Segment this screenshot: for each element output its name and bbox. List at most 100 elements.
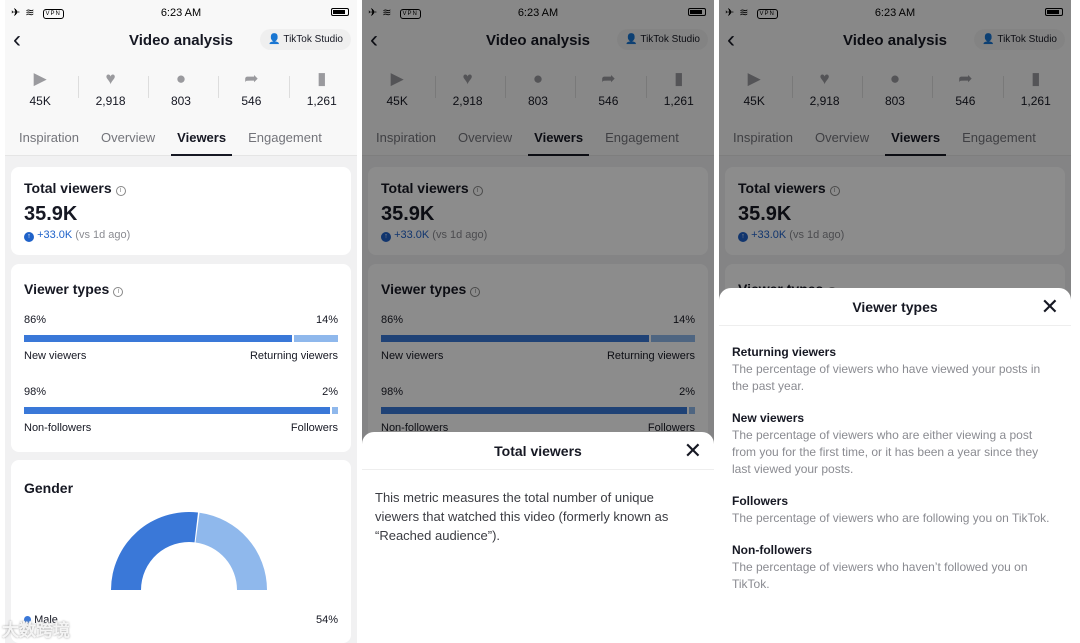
close-icon[interactable]: ✕ bbox=[683, 438, 702, 463]
play-icon: ▶ bbox=[747, 69, 761, 88]
new-returning-pct: 86% 14% bbox=[381, 314, 695, 326]
delta-value: +33.0K bbox=[37, 229, 73, 241]
page-title: Video analysis bbox=[843, 32, 947, 49]
heart-icon: ♥ bbox=[105, 69, 116, 88]
info-icon[interactable]: i bbox=[115, 186, 126, 196]
sheet-header: Viewer types ✕ bbox=[719, 288, 1071, 326]
vpn-badge: VPN bbox=[399, 9, 421, 19]
tab-inspiration[interactable]: Inspiration bbox=[376, 130, 436, 145]
non-followers-pct: 98% bbox=[381, 386, 404, 398]
stats-row: ▶ 45K ♥ 2,918 ● 803 ➦ 546 ▮ 1,261 bbox=[362, 58, 714, 120]
tab-viewers[interactable]: Viewers bbox=[528, 120, 590, 156]
info-icon[interactable]: i bbox=[113, 287, 124, 297]
arrow-up-icon: ↑ bbox=[381, 232, 391, 242]
sheet-title: Viewer types bbox=[852, 299, 938, 315]
gender-card: Gender Male 54% bbox=[11, 460, 351, 643]
tiktok-studio-button[interactable]: 👤 TikTok Studio bbox=[974, 29, 1065, 50]
total-viewers-card: Total viewers i 35.9K ↑ +33.0K (vs 1d ago… bbox=[725, 167, 1065, 255]
stat-value: 1,261 bbox=[1020, 94, 1051, 108]
viewer-types-title: Viewer types bbox=[24, 281, 110, 297]
bookmark-icon: ▮ bbox=[1031, 69, 1041, 88]
total-viewers-sheet: Total viewers ✕ This metric measures the … bbox=[362, 432, 714, 643]
close-icon[interactable]: ✕ bbox=[1040, 294, 1059, 319]
page-title: Video analysis bbox=[486, 32, 590, 49]
total-viewers-value: 35.9K bbox=[381, 203, 435, 225]
stat-comments: ● 803 bbox=[147, 64, 214, 120]
delta-value: +33.0K bbox=[394, 229, 430, 241]
info-icon[interactable]: i bbox=[829, 186, 840, 196]
stat-value: 45K bbox=[386, 94, 408, 108]
returning-viewers-pct: 14% bbox=[672, 314, 695, 326]
tab-engagement[interactable]: Engagement bbox=[248, 130, 322, 145]
follower-bar bbox=[381, 407, 695, 414]
page-title: Video analysis bbox=[129, 32, 233, 49]
vpn-badge: VPN bbox=[756, 9, 778, 19]
stat-value: 45K bbox=[29, 94, 51, 108]
play-icon: ▶ bbox=[390, 69, 404, 88]
tab-bar: Inspiration Overview Viewers Engagement bbox=[719, 120, 1071, 156]
male-pct: 54% bbox=[315, 614, 338, 626]
stat-shares: ➦ 546 bbox=[575, 64, 641, 120]
stat-saves: ▮ 1,261 bbox=[288, 64, 355, 120]
stat-value: 1,261 bbox=[663, 94, 694, 108]
delta-value: +33.0K bbox=[751, 229, 787, 241]
sheet-header: Total viewers ✕ bbox=[362, 432, 714, 470]
info-icon[interactable]: i bbox=[472, 186, 483, 196]
tiktok-studio-button[interactable]: 👤 TikTok Studio bbox=[617, 29, 708, 50]
stat-views: ▶ 45K bbox=[721, 64, 787, 120]
stat-likes: ♥ 2,918 bbox=[434, 64, 501, 120]
follower-pct: 98% 2% bbox=[381, 386, 695, 398]
stat-comments: ● 803 bbox=[504, 64, 571, 120]
tab-engagement[interactable]: Engagement bbox=[605, 130, 679, 145]
status-bar: ✈ ≋ VPN 6:23 AM bbox=[719, 0, 1071, 24]
total-viewers-heading: Total viewers i bbox=[381, 180, 483, 196]
tab-inspiration[interactable]: Inspiration bbox=[19, 130, 79, 145]
returning-viewers-label: Returning viewers bbox=[249, 350, 338, 362]
stat-value: 2,918 bbox=[95, 94, 126, 108]
tab-inspiration[interactable]: Inspiration bbox=[733, 130, 793, 145]
viewer-types-title: Viewer types bbox=[381, 281, 467, 297]
non-followers-fill bbox=[24, 407, 330, 414]
back-arrow-icon[interactable]: ‹ bbox=[13, 26, 21, 53]
status-time: 6:23 AM bbox=[874, 7, 916, 19]
definition-term: Returning viewers bbox=[732, 345, 837, 359]
comment-icon: ● bbox=[532, 69, 544, 88]
info-icon[interactable]: i bbox=[470, 287, 481, 297]
tab-overview[interactable]: Overview bbox=[814, 130, 870, 145]
delta-comparison: (vs 1d ago) bbox=[75, 229, 131, 241]
nav-bar: ‹ Video analysis 👤 TikTok Studio bbox=[719, 24, 1071, 58]
back-arrow-icon[interactable]: ‹ bbox=[370, 26, 378, 53]
non-followers-fill bbox=[381, 407, 687, 414]
viewer-types-sheet: Viewer types ✕ Returning viewers The perce… bbox=[719, 288, 1071, 643]
tab-viewers[interactable]: Viewers bbox=[885, 120, 947, 156]
tab-overview[interactable]: Overview bbox=[457, 130, 513, 145]
new-returning-bar bbox=[381, 335, 695, 342]
male-arc bbox=[111, 512, 199, 590]
tab-engagement[interactable]: Engagement bbox=[962, 130, 1036, 145]
screen-viewers-tab: ✈ ≋ VPN 6:23 AM ‹ Video analysis 👤 TikTo… bbox=[5, 0, 357, 643]
returning-viewers-pct: 14% bbox=[315, 314, 338, 326]
comment-icon: ● bbox=[889, 69, 901, 88]
screen-total-viewers-info: ✈ ≋ VPN 6:23 AM ‹ Video analysis 👤 TikTo… bbox=[362, 0, 714, 643]
tiktok-studio-button[interactable]: 👤 TikTok Studio bbox=[260, 29, 351, 50]
total-viewers-delta: ↑ +33.0K (vs 1d ago) bbox=[738, 229, 844, 242]
stat-value: 546 bbox=[241, 94, 262, 108]
stat-value: 45K bbox=[743, 94, 765, 108]
tab-overview[interactable]: Overview bbox=[100, 130, 156, 145]
tab-viewers[interactable]: Viewers bbox=[171, 120, 233, 156]
definition-desc: The percentage of viewers who are either… bbox=[732, 428, 1039, 476]
stats-row: ▶ 45K ♥ 2,918 ● 803 ➦ 546 ▮ 1,261 bbox=[719, 58, 1071, 120]
nav-bar: ‹ Video analysis 👤 TikTok Studio bbox=[5, 24, 357, 58]
status-time: 6:23 AM bbox=[160, 7, 202, 19]
sheet-description: This metric measures the total number of… bbox=[375, 490, 669, 543]
screen-viewer-types-info: ✈ ≋ VPN 6:23 AM ‹ Video analysis 👤 TikTo… bbox=[719, 0, 1071, 643]
heart-icon: ♥ bbox=[819, 69, 830, 88]
definition-desc: The percentage of viewers who have viewe… bbox=[732, 362, 1041, 393]
back-arrow-icon[interactable]: ‹ bbox=[727, 26, 735, 53]
total-viewers-title: Total viewers bbox=[24, 180, 112, 196]
returning-viewers-fill bbox=[294, 335, 338, 342]
status-bar: ✈ ≋ VPN 6:23 AM bbox=[5, 0, 357, 24]
bookmark-icon: ▮ bbox=[674, 69, 684, 88]
stat-value: 2,918 bbox=[809, 94, 840, 108]
